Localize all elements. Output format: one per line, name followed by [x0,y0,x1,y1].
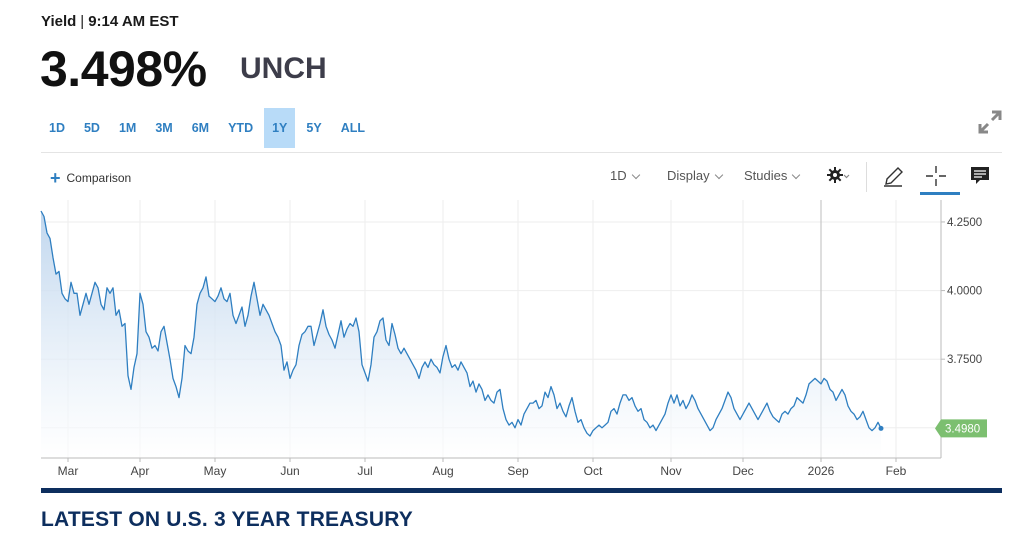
studies-dropdown[interactable]: Studies [744,168,801,183]
last-value-badge [935,419,987,438]
y-tick-label: 3.7500 [947,354,982,366]
expand-icon[interactable] [976,108,1004,136]
range-button-all[interactable]: ALL [340,121,365,135]
last-point-marker [878,425,884,431]
quote-time: 9:14 AM EST [88,13,179,30]
toolbar-divider [41,152,1002,153]
range-button-5d[interactable]: 5D [83,121,100,135]
yield-chart[interactable]: Mar Apr May Jun Jul Aug Sep Oct Nov Dec 2026 Feb 4.2… [0,196,1023,486]
active-tool-indicator [920,192,960,195]
x-tick-label: Sep [507,464,529,478]
comparison-label: Comparison [66,171,132,185]
x-tick-label: Oct [584,464,603,478]
interval-label: 1D [610,168,627,183]
x-tick-label: May [204,464,227,478]
series-line [40,210,882,437]
time-range-selector: 1D 5D 1M 3M 6M YTD 1Y 5Y ALL [41,108,376,148]
section-title: LATEST ON U.S. 3 YEAR TREASURY [41,508,413,531]
x-tick-label: Nov [660,464,681,478]
gear-icon[interactable] [826,164,850,188]
pencil-icon[interactable] [882,164,906,188]
price-change: UNCH [240,52,327,85]
x-tick-label: Feb [886,464,907,478]
quote-separator: | [80,13,85,30]
comparison-button[interactable]: + Comparison [50,168,132,188]
range-button-5y[interactable]: 5Y [306,121,322,135]
x-tick-label: Apr [131,464,150,478]
y-tick-label: 4.2500 [947,217,982,229]
range-button-6m[interactable]: 6M [191,121,210,135]
toolbar-separator [866,162,867,192]
x-tick-label: 2026 [808,464,835,478]
range-button-1y[interactable]: 1Y [264,108,296,148]
quote-label: Yield | 9:14 AM EST [41,13,179,30]
interval-dropdown[interactable]: 1D [610,168,640,183]
crosshair-icon[interactable] [924,164,948,188]
studies-label: Studies [744,168,788,183]
plus-icon: + [50,168,61,188]
display-dropdown[interactable]: Display [667,168,723,183]
last-value-label: 3.4980 [945,423,980,435]
x-tick-label: Jul [357,464,372,478]
comment-icon[interactable] [968,164,992,188]
display-label: Display [667,168,710,183]
x-tick-label: Aug [432,464,453,478]
range-button-1m[interactable]: 1M [118,121,137,135]
section-rule [41,488,1002,493]
x-tick-label: Jun [280,464,299,478]
x-tick-label: Mar [58,464,79,478]
last-price: 3.498% [40,41,207,97]
y-tick-label: 4.0000 [947,286,982,298]
chevron-down-icon [714,170,723,180]
range-button-1d[interactable]: 1D [49,121,65,135]
series-area [41,211,881,458]
range-button-ytd[interactable]: YTD [228,121,254,135]
range-button-3m[interactable]: 3M [155,121,173,135]
quote-type: Yield [41,13,77,30]
chevron-down-icon [792,170,801,180]
chevron-down-icon [631,170,640,180]
x-tick-label: Dec [732,464,753,478]
